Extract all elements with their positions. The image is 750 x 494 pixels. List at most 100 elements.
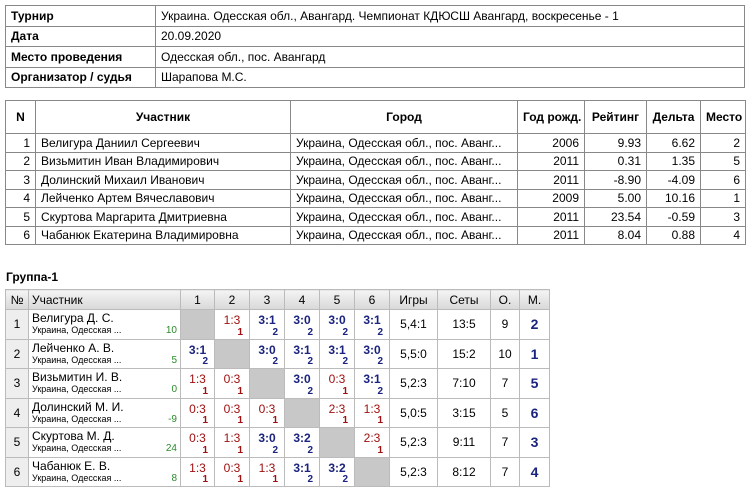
info-value: Одесская обл., пос. Авангард (155, 46, 745, 68)
score: 3:0 (258, 431, 276, 446)
score: 3:0 (328, 313, 346, 328)
player-name: Долинский М. И. (32, 399, 124, 414)
score: 1:3 (189, 372, 206, 387)
match-points: 2 (342, 474, 348, 485)
header-cell: Сеты (437, 289, 491, 310)
sets: 9:11 (437, 427, 491, 458)
score: 2:3 (363, 431, 381, 446)
cell: Долинский Михаил Иванович (35, 170, 291, 190)
score: 3:1 (258, 313, 276, 328)
score: 1:3 (223, 431, 241, 446)
info-table: Турнир Украина. Одесская обл., Авангард. … (5, 5, 745, 88)
match-points: 2 (377, 385, 383, 397)
info-label: Дата (5, 25, 156, 47)
cell: -8.90 (584, 170, 647, 190)
score: 3:2 (328, 460, 346, 475)
cell: 1 (5, 133, 36, 153)
score-cell: 3:0 2 (319, 309, 355, 340)
player-info: Украина, Одесская ... 0 (32, 384, 177, 395)
match-points: 2 (307, 385, 313, 397)
match-points: 2 (307, 474, 313, 485)
player-cell: Долинский М. И. Украина, Одесская ... -9 (28, 397, 181, 428)
info-row: Дата 20.09.2020 (5, 25, 745, 47)
participant-row: 2 Визьмитин Иван Владимирович Украина, Оде… (5, 151, 746, 171)
cell: 2 (5, 151, 36, 171)
match-points: 1 (237, 444, 243, 456)
games: 5,2:3 (389, 368, 438, 399)
match-points: 2 (342, 356, 348, 367)
match-points: 1 (202, 474, 208, 485)
player-name: Велигура Д. С. (32, 311, 114, 326)
cell: -0.59 (646, 207, 701, 227)
score-cell: 2:3 1 (319, 397, 355, 428)
place: 2 (519, 309, 550, 340)
header-cell: Год рожд. (517, 100, 585, 134)
cell: 2 (700, 133, 746, 153)
player-city: Украина, Одесская ... (32, 472, 122, 483)
score-cell: 3:0 2 (284, 309, 320, 340)
match-points: 1 (237, 385, 243, 397)
cell: 2009 (517, 188, 585, 208)
participant-row: 4 Лейченко Артем Вячеславович Украина, Оде… (5, 188, 746, 208)
points: 7 (490, 456, 520, 487)
participants-table: N Участник Город Год рожд. Рейтинг Дельта Мест… (5, 100, 746, 245)
row-number: 3 (5, 368, 29, 399)
score: 3:0 (363, 342, 381, 357)
place: 4 (519, 456, 550, 487)
points: 7 (490, 427, 520, 458)
cell: 3 (700, 207, 746, 227)
cell: 4 (5, 188, 36, 208)
header-cell: № (5, 289, 29, 310)
score: 2:3 (328, 401, 346, 416)
participant-row: 3 Долинский Михаил Иванович Украина, Одесс… (5, 170, 746, 190)
cell: 2006 (517, 133, 585, 153)
score-cell: 1:3 1 (180, 368, 215, 399)
match-points: 2 (377, 326, 383, 338)
info-value: 20.09.2020 (155, 25, 745, 47)
cell: Визьмитин Иван Владимирович (35, 151, 291, 171)
match-points: 1 (272, 474, 278, 485)
score-cell: 0:3 1 (214, 397, 250, 428)
score: 0:3 (189, 431, 206, 446)
score: 3:1 (328, 342, 346, 357)
group-row: 3 Визьмитин И. В. Украина, Одесская ... 0 1:… (5, 368, 550, 399)
score-cell: 3:1 2 (354, 309, 390, 340)
match-points: 2 (307, 444, 313, 456)
place: 1 (519, 338, 550, 369)
match-points: 2 (307, 326, 313, 338)
score-cell: 3:1 2 (180, 338, 215, 369)
cell: 10.16 (646, 188, 701, 208)
cell: 0.88 (646, 225, 701, 245)
player-info: Украина, Одесская ... 10 (32, 325, 177, 336)
score-cell: 0:3 1 (180, 427, 215, 458)
cell: 1.35 (646, 151, 701, 171)
info-label: Организатор / судья (5, 66, 156, 88)
match-points: 1 (237, 474, 243, 485)
score-cell: 3:1 2 (354, 368, 390, 399)
points: 7 (490, 368, 520, 399)
player-city: Украина, Одесская ... (32, 413, 122, 424)
cell: 23.54 (584, 207, 647, 227)
score-cell: 3:0 2 (284, 368, 320, 399)
info-label: Место проведения (5, 46, 156, 68)
header-cell: 6 (354, 289, 390, 310)
score-cell: 3:0 2 (354, 338, 390, 369)
score: 3:1 (363, 313, 381, 328)
score-cell: 3:1 2 (284, 456, 320, 487)
match-points: 2 (202, 356, 208, 367)
score-cell: 1:3 1 (354, 397, 390, 428)
score: 3:0 (293, 372, 311, 387)
row-number: 6 (5, 456, 29, 487)
place: 6 (519, 397, 550, 428)
participant-row: 5 Скуртова Маргарита Дмитриевна Украина, О… (5, 207, 746, 227)
score: 0:3 (258, 401, 276, 416)
match-points: 1 (202, 385, 208, 397)
header-cell: Город (290, 100, 518, 134)
cell: 3 (5, 170, 36, 190)
player-city: Украина, Одесская ... (32, 354, 122, 365)
games: 5,5:0 (389, 338, 438, 369)
cell: Украина, Одесская обл., пос. Аванг... (290, 225, 518, 245)
score-cell: 1:3 1 (249, 456, 285, 487)
score: 0:3 (328, 372, 346, 387)
score-cell: 0:3 1 (319, 368, 355, 399)
